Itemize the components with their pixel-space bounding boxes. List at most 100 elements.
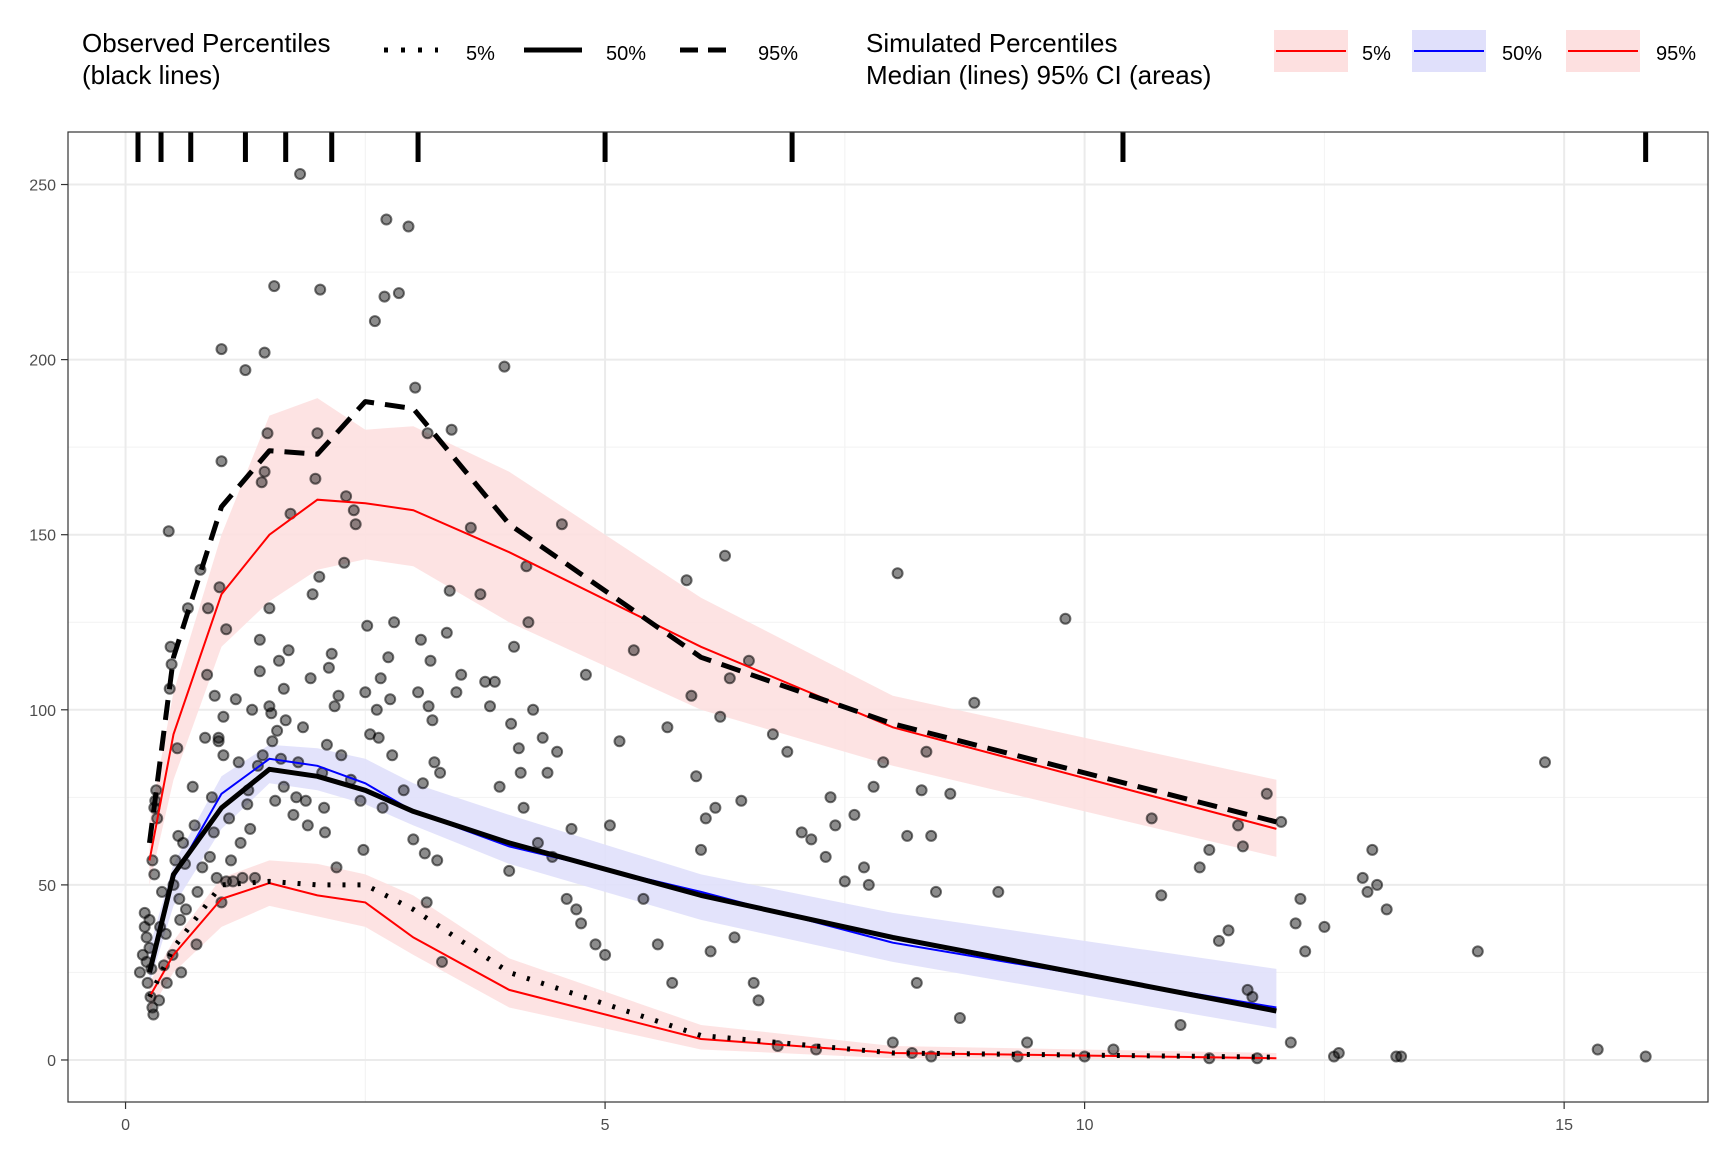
- legend-observed-title-line1: Observed Percentiles: [82, 28, 331, 58]
- observed-point: [186, 780, 199, 793]
- observed-point: [388, 616, 401, 629]
- observed-point: [217, 749, 230, 762]
- observed-point: [735, 794, 748, 807]
- observed-point: [920, 745, 933, 758]
- observed-point: [514, 766, 527, 779]
- observed-point: [335, 749, 348, 762]
- observed-point: [357, 843, 370, 856]
- observed-point: [141, 976, 154, 989]
- observed-point: [359, 686, 372, 699]
- observed-point: [349, 518, 362, 531]
- observed-point: [661, 721, 674, 734]
- observed-point: [253, 633, 266, 646]
- observed-point: [603, 819, 616, 832]
- observed-point: [555, 518, 568, 531]
- observed-point: [153, 994, 166, 1007]
- observed-point: [848, 808, 861, 821]
- observed-point: [422, 700, 435, 713]
- observed-point: [575, 917, 588, 930]
- observed-point: [666, 976, 679, 989]
- observed-point: [522, 616, 535, 629]
- observed-point: [244, 822, 257, 835]
- observed-point: [215, 896, 228, 909]
- observed-line-obs-50: [147, 766, 1277, 1014]
- observed-point: [436, 955, 448, 968]
- observed-point: [236, 871, 249, 884]
- observed-point: [1361, 885, 1374, 898]
- observed-point: [407, 833, 420, 846]
- observed-point: [338, 556, 351, 569]
- observed-point: [1366, 843, 1379, 856]
- observed-point: [1155, 889, 1168, 902]
- observed-point: [162, 525, 175, 538]
- observed-point: [225, 854, 237, 867]
- observed-point: [180, 903, 192, 916]
- observed-point: [570, 903, 583, 916]
- observed-point: [420, 896, 433, 909]
- observed-point: [190, 938, 203, 951]
- legend-observed-50-label: 50%: [606, 43, 646, 65]
- observed-point: [858, 861, 870, 874]
- simulated-line-sim-95: [148, 498, 1277, 861]
- observed-point: [766, 728, 779, 741]
- observed-point: [1371, 878, 1384, 891]
- observed-point: [709, 801, 722, 814]
- observed-point: [174, 913, 187, 926]
- observed-point: [747, 976, 760, 989]
- observed-point: [1539, 756, 1551, 769]
- observed-point: [347, 504, 360, 517]
- observed-point: [301, 819, 314, 832]
- observed-point: [309, 472, 322, 485]
- observed-point: [203, 850, 216, 863]
- observed-point: [330, 861, 343, 874]
- observed-point: [239, 364, 252, 377]
- observed-point: [690, 770, 703, 783]
- observed-point: [1203, 843, 1216, 856]
- observed-point: [199, 731, 212, 744]
- observed-point: [925, 829, 938, 842]
- observed-point: [1299, 945, 1312, 958]
- legend: Observed Percentiles (black lines) 5% 50…: [82, 28, 1696, 90]
- y-tick-label: 200: [29, 353, 56, 370]
- observed-point: [265, 707, 278, 720]
- legend-observed-95-label: 95%: [758, 43, 798, 65]
- observed-point: [877, 756, 890, 769]
- observed-point: [531, 836, 544, 849]
- observed-point: [1059, 612, 1072, 625]
- observed-point: [397, 784, 410, 797]
- observed-point: [728, 931, 741, 944]
- plot-border: [67, 131, 1709, 1103]
- observed-point: [742, 654, 755, 667]
- observed-point: [392, 287, 405, 300]
- observed-point: [901, 829, 914, 842]
- observed-point: [651, 938, 664, 951]
- observed-point: [256, 749, 269, 762]
- observed-point: [1236, 840, 1249, 853]
- observed-point: [384, 693, 397, 706]
- x-tick-label: 10: [1076, 1117, 1094, 1134]
- observed-point: [313, 570, 326, 583]
- observed-point: [541, 766, 554, 779]
- observed-point: [589, 938, 602, 951]
- observed-point: [269, 794, 282, 807]
- observed-point: [627, 644, 640, 657]
- observed-point: [306, 588, 319, 601]
- observed-point: [474, 588, 487, 601]
- observed-point: [426, 714, 439, 727]
- observed-point: [143, 913, 156, 926]
- observed-point: [188, 819, 201, 832]
- observed-point: [361, 619, 374, 632]
- observed-point: [223, 812, 236, 825]
- observed-point: [838, 875, 851, 888]
- observed-point: [1380, 903, 1393, 916]
- observed-point: [1107, 1043, 1120, 1056]
- observed-point: [867, 780, 880, 793]
- observed-point: [505, 717, 518, 730]
- observed-point: [445, 423, 458, 436]
- observed-point: [440, 626, 453, 639]
- observed-point: [386, 749, 399, 762]
- observed-point: [512, 742, 525, 755]
- observed-point: [258, 465, 271, 478]
- observed-point: [299, 794, 312, 807]
- observed-point: [824, 791, 837, 804]
